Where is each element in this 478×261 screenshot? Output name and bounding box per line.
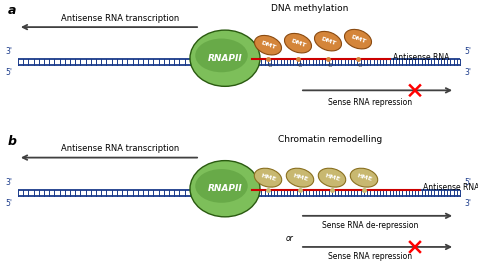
Ellipse shape xyxy=(254,168,282,187)
Text: 3': 3' xyxy=(464,199,471,208)
Text: Sense RNA repression: Sense RNA repression xyxy=(328,98,412,107)
Text: b: b xyxy=(8,134,17,147)
Text: C: C xyxy=(298,63,302,68)
Text: Antisense RNA transcription: Antisense RNA transcription xyxy=(61,14,179,22)
Text: HME: HME xyxy=(260,173,276,182)
Text: RNAPII: RNAPII xyxy=(207,184,242,193)
Ellipse shape xyxy=(350,168,378,187)
Text: 5': 5' xyxy=(464,178,471,187)
Ellipse shape xyxy=(315,31,341,51)
Text: 5': 5' xyxy=(464,47,471,56)
Ellipse shape xyxy=(190,30,260,86)
Text: 3': 3' xyxy=(464,68,471,77)
Text: DMT: DMT xyxy=(350,34,366,44)
Text: C: C xyxy=(358,63,362,68)
Text: Antisense RNA: Antisense RNA xyxy=(393,53,449,62)
Text: C: C xyxy=(268,63,272,68)
Text: Antisense RNA: Antisense RNA xyxy=(423,183,478,192)
Text: HME: HME xyxy=(324,173,340,182)
Text: Sense RNA de-repression: Sense RNA de-repression xyxy=(322,221,418,230)
Text: DMT: DMT xyxy=(290,38,306,48)
Ellipse shape xyxy=(284,33,312,53)
Text: RNAPII: RNAPII xyxy=(207,54,242,63)
Ellipse shape xyxy=(254,35,282,55)
Text: Sense RNA repression: Sense RNA repression xyxy=(328,252,412,261)
Ellipse shape xyxy=(190,161,260,217)
Text: DMT: DMT xyxy=(320,36,336,46)
Text: 5': 5' xyxy=(5,199,12,208)
Text: 3': 3' xyxy=(5,47,12,56)
Ellipse shape xyxy=(286,168,314,187)
Text: HME: HME xyxy=(292,173,308,182)
Text: 5': 5' xyxy=(5,68,12,77)
Text: a: a xyxy=(8,4,16,17)
Ellipse shape xyxy=(318,168,346,187)
Text: DMT: DMT xyxy=(260,40,276,50)
Ellipse shape xyxy=(195,169,248,203)
Text: Antisense RNA transcription: Antisense RNA transcription xyxy=(61,144,179,153)
Ellipse shape xyxy=(195,39,248,72)
Text: 3': 3' xyxy=(5,178,12,187)
Text: or: or xyxy=(286,234,294,244)
Text: DNA methylation: DNA methylation xyxy=(272,4,348,13)
Text: HME: HME xyxy=(356,173,372,182)
Text: Chromatin remodelling: Chromatin remodelling xyxy=(278,134,382,144)
Ellipse shape xyxy=(345,29,371,49)
Text: C: C xyxy=(328,63,332,68)
